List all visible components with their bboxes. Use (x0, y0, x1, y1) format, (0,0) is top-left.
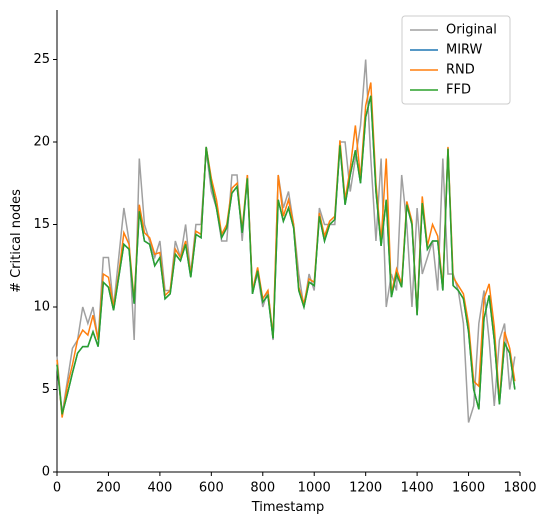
y-tick-label: 20 (33, 135, 50, 150)
y-tick-label: 10 (33, 300, 50, 315)
x-tick-label: 0 (53, 481, 61, 496)
series-line (56, 59, 516, 423)
y-tick-label: 0 (42, 465, 50, 480)
x-axis-label: Timestamp (251, 500, 325, 515)
x-tick-label: 1800 (503, 481, 536, 496)
legend-label: MIRW (446, 43, 483, 58)
y-tick-label: 15 (33, 217, 50, 232)
x-tick-label: 1000 (298, 481, 331, 496)
y-tick-label: 5 (42, 382, 50, 397)
y-tick-label: 25 (33, 52, 50, 67)
series-line (56, 95, 516, 415)
x-tick-label: 1200 (349, 481, 382, 496)
x-tick-label: 600 (199, 481, 224, 496)
x-tick-label: 1600 (452, 481, 485, 496)
x-tick-label: 400 (147, 481, 172, 496)
legend-label: FFD (446, 83, 471, 98)
y-axis-label: # Critical nodes (9, 189, 24, 293)
series-line (56, 95, 516, 415)
x-tick-label: 1400 (401, 481, 434, 496)
x-tick-label: 800 (250, 481, 275, 496)
legend-label: Original (446, 23, 497, 38)
x-tick-label: 200 (96, 481, 121, 496)
legend-label: RND (446, 63, 475, 78)
legend-box (401, 15, 511, 105)
